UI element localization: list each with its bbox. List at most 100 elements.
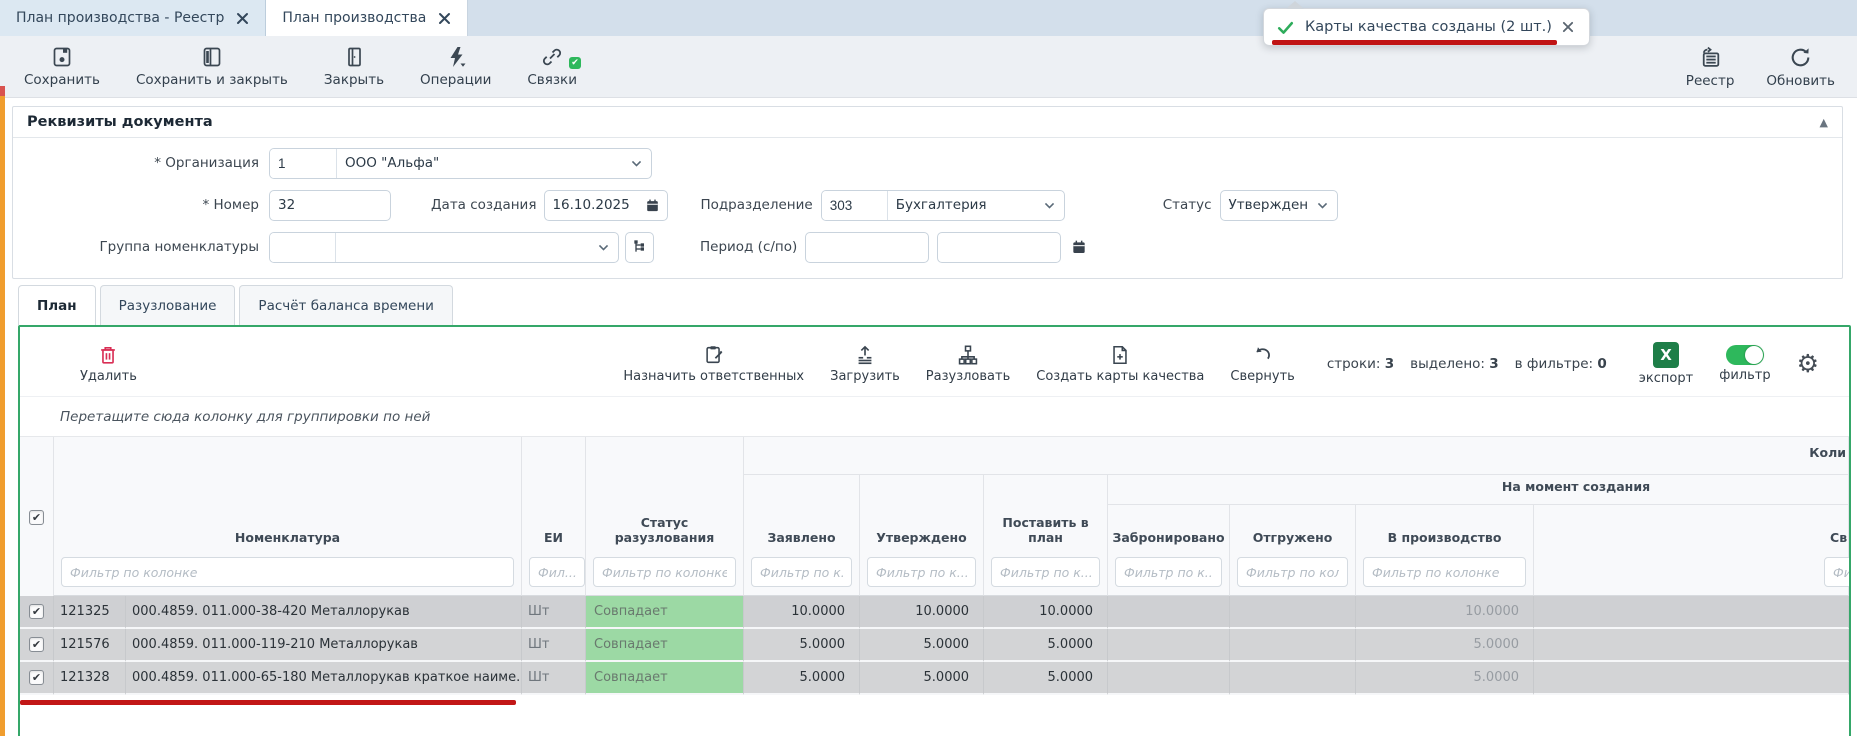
grid-counters: строки: 3 выделено: 3 в фильтре: 0 [1327,356,1607,372]
close-icon[interactable] [236,12,249,25]
collapse-button[interactable]: Свернуть [1230,344,1295,384]
filter-input-unit[interactable] [529,557,586,587]
department-code-input[interactable] [821,190,888,220]
select-all-checkbox[interactable] [29,509,44,525]
filter-input-approved[interactable] [867,557,977,587]
period-to-input[interactable] [937,231,1062,263]
department-select[interactable]: Бухгалтерия [888,191,1064,220]
chevron-down-icon [598,244,609,251]
filter-input-put-to-plan[interactable] [991,557,1101,587]
selected-counter: выделено: 3 [1410,355,1499,372]
load-button[interactable]: Загрузить [830,344,900,384]
window-tab-production-plan[interactable]: План производства [266,0,469,36]
toggle-on-icon[interactable] [1725,344,1764,365]
door-icon [348,47,361,67]
refresh-button[interactable]: Обновить [1766,45,1835,89]
creation-date-field[interactable] [544,189,669,221]
table-row[interactable]: 121325 000.4859. 011.000-38-420 Металлор… [20,596,1849,629]
chain-link-icon [543,48,562,66]
cell-declared: 5.0000 [744,662,861,695]
plan-grid-panel: Удалить Назначить ответственных Загрузит… [18,325,1851,736]
cell-shipped [1230,629,1357,662]
close-icon[interactable] [438,12,451,25]
filter-input-in-production[interactable] [1363,557,1527,587]
column-header-unit[interactable]: ЕИ [522,437,587,551]
cell-nomenclature: 000.4859. 011.000-65-180 Металлорукав кр… [126,662,523,695]
column-header-truncated[interactable]: Св [1534,505,1849,551]
cell-declared: 5.0000 [744,629,861,662]
column-header-reserved[interactable]: Забронировано [1108,505,1231,551]
cell-explode-status: Совпадает [586,596,745,629]
panel-title: Реквизиты документа [27,114,213,130]
explode-button[interactable]: Разузловать [926,344,1010,384]
nomenclature-group-field[interactable] [269,231,619,263]
nomenclature-group-code-input[interactable] [270,232,336,262]
assign-responsible-button[interactable]: Назначить ответственных [623,344,804,384]
filter-toggle[interactable]: фильтр [1719,344,1771,383]
registry-button[interactable]: Реестр [1686,45,1734,89]
column-header-explode-status[interactable]: Статус разузлования [586,437,745,551]
row-checkbox[interactable] [29,604,44,619]
tab-plan[interactable]: План [18,285,96,325]
filter-input-truncated[interactable] [1824,557,1849,587]
cell-reserved [1108,662,1231,695]
create-quality-cards-button[interactable]: Создать карты качества [1036,344,1204,384]
calendar-icon[interactable] [1071,239,1087,255]
column-header-nomenclature[interactable]: Номенклатура [54,437,523,551]
annotation-red-underline-row [20,700,516,705]
tab-time-balance[interactable]: Расчёт баланса времени [239,285,453,325]
filter-input-shipped[interactable] [1237,557,1349,587]
creation-date-label: Дата создания [431,197,537,213]
save-button[interactable]: Сохранить [24,45,100,88]
operations-button[interactable]: Операции [420,45,491,88]
status-label: Статус [1162,197,1212,213]
filter-input-nomenclature[interactable] [61,557,515,587]
table-row[interactable]: 121328 000.4859. 011.000-65-180 Металлор… [20,662,1849,695]
plan-table: Номенклатура ЕИ Статус разузлования Коли… [20,437,1849,695]
row-checkbox[interactable] [29,670,44,685]
organization-field[interactable]: ООО "Альфа" [269,147,652,179]
filter-input-explode-status[interactable] [593,557,737,587]
organization-select[interactable]: ООО "Альфа" [337,149,651,178]
save-and-close-button[interactable]: Сохранить и закрыть [136,45,288,88]
creation-date-input[interactable] [552,197,637,213]
period-from-input[interactable] [805,231,930,263]
nomenclature-group-select[interactable] [336,233,618,262]
cell-unit: Шт [522,596,587,629]
cell-extra [1534,596,1849,629]
close-button[interactable]: Закрыть [324,45,384,88]
organization-code-input[interactable] [270,148,337,178]
filter-input-reserved[interactable] [1115,557,1223,587]
hierarchy-tree-icon [633,240,644,252]
collapse-arrow-icon[interactable]: ▲ [1819,115,1828,129]
window-tab-registry[interactable]: План производства - Реестр [0,0,267,36]
calendar-icon[interactable] [645,198,660,213]
delete-button[interactable]: Удалить [80,344,137,384]
column-header-approved[interactable]: Утверждено [860,475,985,551]
column-header-shipped[interactable]: Отгружено [1230,505,1357,551]
links-button[interactable]: Связки [527,45,581,88]
tree-view-button[interactable] [625,231,654,263]
row-checkbox[interactable] [29,637,44,652]
in-filter-counter: в фильтре: 0 [1514,355,1607,372]
gear-icon[interactable]: ⚙ [1796,349,1819,378]
save-close-icon [203,47,221,67]
cell-in-production: 10.0000 [1356,596,1535,629]
column-header-in-production[interactable]: В производство [1356,505,1535,551]
status-select[interactable]: Утвержден [1219,189,1338,221]
table-header: Номенклатура ЕИ Статус разузлования Коли… [20,437,1849,596]
tab-explosion[interactable]: Разузлование [99,285,236,325]
number-label: * Номер [202,197,259,213]
table-row[interactable]: 121576 000.4859. 011.000-119-210 Металло… [20,629,1849,662]
excel-icon: X [1653,341,1679,368]
filter-input-declared[interactable] [751,557,853,587]
column-header-declared[interactable]: Заявлено [744,475,861,551]
department-field[interactable]: Бухгалтерия [820,189,1065,221]
groupby-drop-zone[interactable]: Перетащите сюда колонку для группировки … [20,397,1849,437]
left-accent-bar [0,96,5,736]
number-input[interactable] [269,189,391,221]
toast-close-icon[interactable] [1562,21,1575,34]
column-header-put-to-plan[interactable]: Поставить в план [984,475,1109,551]
export-excel-button[interactable]: X экспорт [1639,341,1693,386]
